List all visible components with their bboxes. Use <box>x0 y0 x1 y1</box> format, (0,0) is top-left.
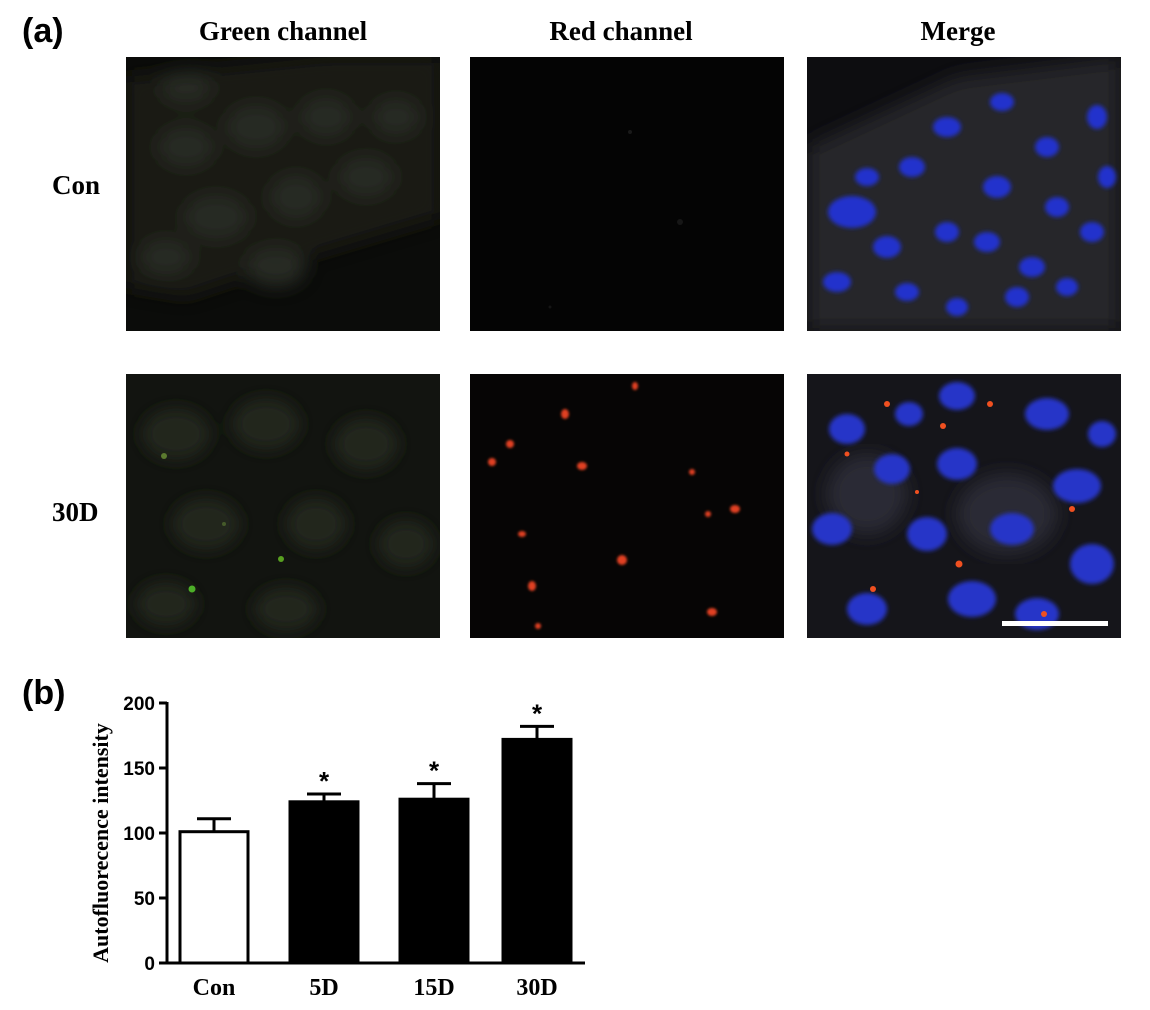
category-label: 30D <box>516 975 557 1001</box>
category-label: Con <box>193 975 236 1001</box>
y-tick-label: 100 <box>123 824 155 845</box>
y-tick-label: 150 <box>123 759 155 780</box>
y-tick-label: 0 <box>144 954 155 975</box>
significance-marker: * <box>319 766 330 796</box>
micrograph-30d-merge <box>807 374 1121 638</box>
micrograph-con-merge <box>807 57 1121 331</box>
bar-30D <box>501 737 573 965</box>
category-label: 15D <box>413 975 454 1001</box>
scale-bar <box>1002 621 1108 626</box>
micrograph-con-red <box>470 57 784 331</box>
column-header-merge: Merge <box>920 16 996 46</box>
category-label: 5D <box>309 975 338 1001</box>
panel-a-label: (a) <box>22 12 64 50</box>
significance-marker: * <box>429 756 440 786</box>
significance-marker: * <box>532 698 543 728</box>
column-header-green: Green channel <box>198 16 368 46</box>
panel-b-label: (b) <box>22 674 66 712</box>
bar-Con <box>178 830 250 965</box>
column-header-red: Red channel <box>549 16 693 46</box>
y-axis-label: Autofluorecence intensity <box>88 723 113 963</box>
micrograph-30d-green <box>126 374 440 638</box>
micrograph-30d-red <box>470 374 784 638</box>
row-label-30d: 30D <box>52 497 99 527</box>
bar-chart: 0 50 100 150 200 Con * 5D * 15D * 30D Autofluorecenc… <box>88 694 585 1001</box>
y-tick-label: 50 <box>134 889 155 910</box>
micrograph-con-green <box>126 57 440 331</box>
row-label-con: Con <box>52 170 101 200</box>
bar-15D <box>398 797 470 965</box>
bar-5D <box>288 800 360 965</box>
y-tick-label: 200 <box>123 694 155 715</box>
